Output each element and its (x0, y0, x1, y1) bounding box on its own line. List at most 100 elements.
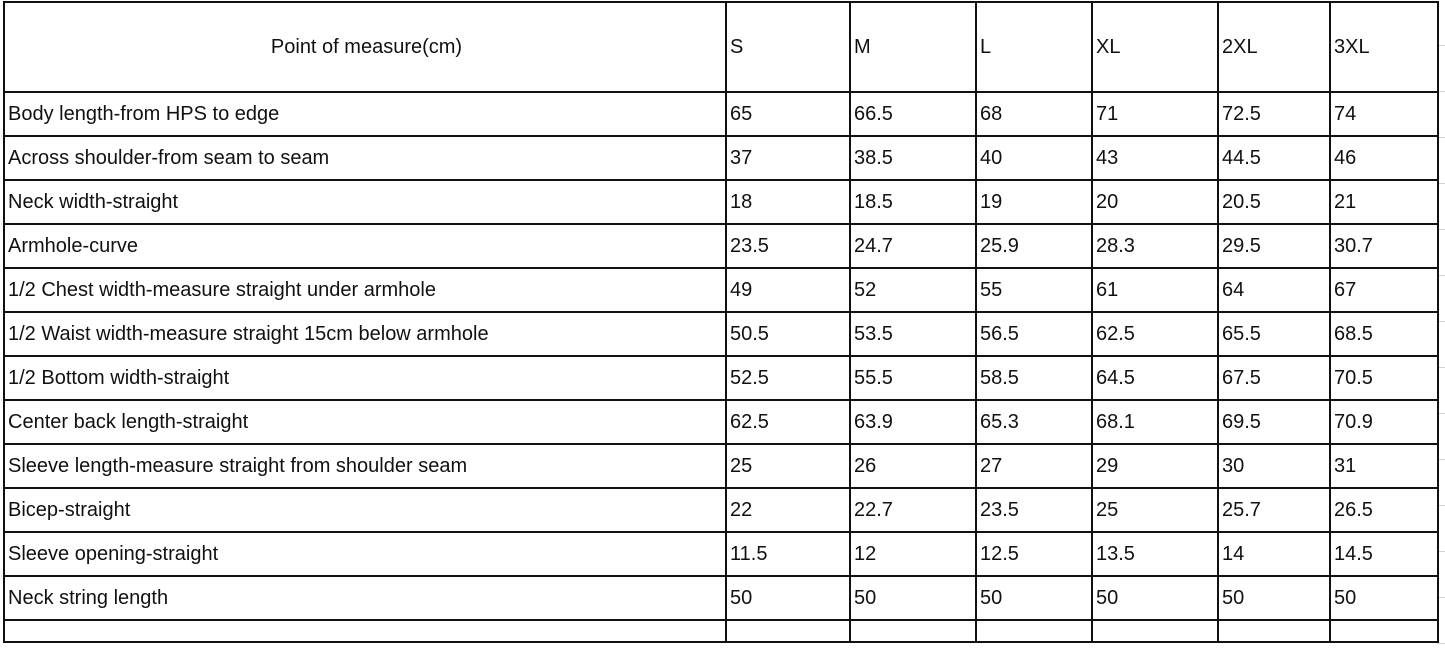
measure-label-cell[interactable]: Neck width-straight (3, 179, 727, 225)
measure-value-cell[interactable]: 68 (975, 91, 1093, 137)
measure-value-cell[interactable]: 28.3 (1091, 223, 1219, 269)
measure-value-cell[interactable]: 38.5 (849, 135, 977, 181)
measure-label-cell[interactable]: Body length-from HPS to edge (3, 91, 727, 137)
measure-value-cell[interactable]: 50 (849, 575, 977, 621)
measure-value-cell[interactable]: 53.5 (849, 311, 977, 357)
measure-value-cell[interactable]: 18 (725, 179, 851, 225)
measure-value-cell[interactable]: 13.5 (1091, 531, 1219, 577)
measure-value-cell[interactable]: 70.9 (1329, 399, 1439, 445)
measure-value-cell[interactable]: 66.5 (849, 91, 977, 137)
measure-value-cell[interactable]: 37 (725, 135, 851, 181)
measure-value-cell[interactable]: 71 (1091, 91, 1219, 137)
measure-value-cell[interactable]: 20.5 (1217, 179, 1331, 225)
measure-value-cell[interactable]: 50 (1217, 575, 1331, 621)
measure-value-cell[interactable]: 31 (1329, 443, 1439, 489)
measure-value-cell[interactable]: 23.5 (975, 487, 1093, 533)
measure-value-cell[interactable]: 68.5 (1329, 311, 1439, 357)
measure-value-cell[interactable]: 64 (1217, 267, 1331, 313)
measure-value-cell[interactable]: 65 (725, 91, 851, 137)
measure-value-cell[interactable]: 64.5 (1091, 355, 1219, 401)
measure-value-cell[interactable]: 72.5 (1217, 91, 1331, 137)
measure-value-cell[interactable]: 29 (1091, 443, 1219, 489)
measure-value-cell[interactable]: 68.1 (1091, 399, 1219, 445)
measure-value-cell[interactable]: 12 (849, 531, 977, 577)
measure-value-cell[interactable]: 67.5 (1217, 355, 1331, 401)
empty-cell[interactable] (849, 619, 977, 643)
measure-value-cell[interactable]: 69.5 (1217, 399, 1331, 445)
measure-label-cell[interactable]: Sleeve opening-straight (3, 531, 727, 577)
measure-value-cell[interactable]: 27 (975, 443, 1093, 489)
measure-value-cell[interactable]: 62.5 (1091, 311, 1219, 357)
empty-cell[interactable] (1217, 619, 1331, 643)
measure-value-cell[interactable]: 30 (1217, 443, 1331, 489)
spreadsheet-gridlines (1437, 0, 1445, 652)
measure-value-cell[interactable]: 65.3 (975, 399, 1093, 445)
header-size-s[interactable]: S (725, 1, 851, 93)
measure-value-cell[interactable]: 30.7 (1329, 223, 1439, 269)
measure-value-cell[interactable]: 14.5 (1329, 531, 1439, 577)
measure-label-cell[interactable]: Center back length-straight (3, 399, 727, 445)
measure-value-cell[interactable]: 22.7 (849, 487, 977, 533)
measure-value-cell[interactable]: 50.5 (725, 311, 851, 357)
measure-value-cell[interactable]: 50 (975, 575, 1093, 621)
measure-value-cell[interactable]: 20 (1091, 179, 1219, 225)
measure-value-cell[interactable]: 26 (849, 443, 977, 489)
measure-value-cell[interactable]: 63.9 (849, 399, 977, 445)
measure-value-cell[interactable]: 19 (975, 179, 1093, 225)
measure-value-cell[interactable]: 52 (849, 267, 977, 313)
empty-cell[interactable] (975, 619, 1093, 643)
measure-label-cell[interactable]: 1/2 Waist width-measure straight 15cm be… (3, 311, 727, 357)
measure-label-cell[interactable]: Bicep-straight (3, 487, 727, 533)
measure-value-cell[interactable]: 22 (725, 487, 851, 533)
measure-label-cell[interactable]: Armhole-curve (3, 223, 727, 269)
measure-value-cell[interactable]: 46 (1329, 135, 1439, 181)
measure-value-cell[interactable]: 44.5 (1217, 135, 1331, 181)
measure-value-cell[interactable]: 58.5 (975, 355, 1093, 401)
measure-label-cell[interactable]: Neck string length (3, 575, 727, 621)
measure-value-cell[interactable]: 24.7 (849, 223, 977, 269)
empty-cell[interactable] (725, 619, 851, 643)
measure-value-cell[interactable]: 25.9 (975, 223, 1093, 269)
measure-value-cell[interactable]: 50 (1091, 575, 1219, 621)
measure-value-cell[interactable]: 65.5 (1217, 311, 1331, 357)
measure-value-cell[interactable]: 43 (1091, 135, 1219, 181)
measure-value-cell[interactable]: 14 (1217, 531, 1331, 577)
table-row: Neck string length 50 50 50 50 50 50 (3, 575, 1439, 621)
measure-value-cell[interactable]: 52.5 (725, 355, 851, 401)
empty-cell[interactable] (3, 619, 727, 643)
measure-value-cell[interactable]: 12.5 (975, 531, 1093, 577)
measure-value-cell[interactable]: 50 (1329, 575, 1439, 621)
measure-value-cell[interactable]: 25.7 (1217, 487, 1331, 533)
measure-value-cell[interactable]: 67 (1329, 267, 1439, 313)
measure-value-cell[interactable]: 25 (725, 443, 851, 489)
header-size-xl[interactable]: XL (1091, 1, 1219, 93)
measure-label-cell[interactable]: 1/2 Chest width-measure straight under a… (3, 267, 727, 313)
measure-value-cell[interactable]: 40 (975, 135, 1093, 181)
measure-value-cell[interactable]: 18.5 (849, 179, 977, 225)
measure-value-cell[interactable]: 11.5 (725, 531, 851, 577)
header-size-l[interactable]: L (975, 1, 1093, 93)
header-size-m[interactable]: M (849, 1, 977, 93)
measure-value-cell[interactable]: 55 (975, 267, 1093, 313)
header-size-3xl[interactable]: 3XL (1329, 1, 1439, 93)
measure-value-cell[interactable]: 21 (1329, 179, 1439, 225)
measure-value-cell[interactable]: 74 (1329, 91, 1439, 137)
empty-cell[interactable] (1091, 619, 1219, 643)
measure-value-cell[interactable]: 25 (1091, 487, 1219, 533)
measure-value-cell[interactable]: 50 (725, 575, 851, 621)
measure-value-cell[interactable]: 56.5 (975, 311, 1093, 357)
measure-label-cell[interactable]: 1/2 Bottom width-straight (3, 355, 727, 401)
header-size-2xl[interactable]: 2XL (1217, 1, 1331, 93)
measure-value-cell[interactable]: 55.5 (849, 355, 977, 401)
measure-value-cell[interactable]: 62.5 (725, 399, 851, 445)
measure-value-cell[interactable]: 29.5 (1217, 223, 1331, 269)
measure-label-cell[interactable]: Across shoulder-from seam to seam (3, 135, 727, 181)
measure-value-cell[interactable]: 23.5 (725, 223, 851, 269)
empty-cell[interactable] (1329, 619, 1439, 643)
measure-value-cell[interactable]: 61 (1091, 267, 1219, 313)
measure-label-cell[interactable]: Sleeve length-measure straight from shou… (3, 443, 727, 489)
measure-value-cell[interactable]: 49 (725, 267, 851, 313)
measure-value-cell[interactable]: 26.5 (1329, 487, 1439, 533)
measure-value-cell[interactable]: 70.5 (1329, 355, 1439, 401)
header-point-of-measure[interactable]: Point of measure(cm) (3, 1, 727, 93)
